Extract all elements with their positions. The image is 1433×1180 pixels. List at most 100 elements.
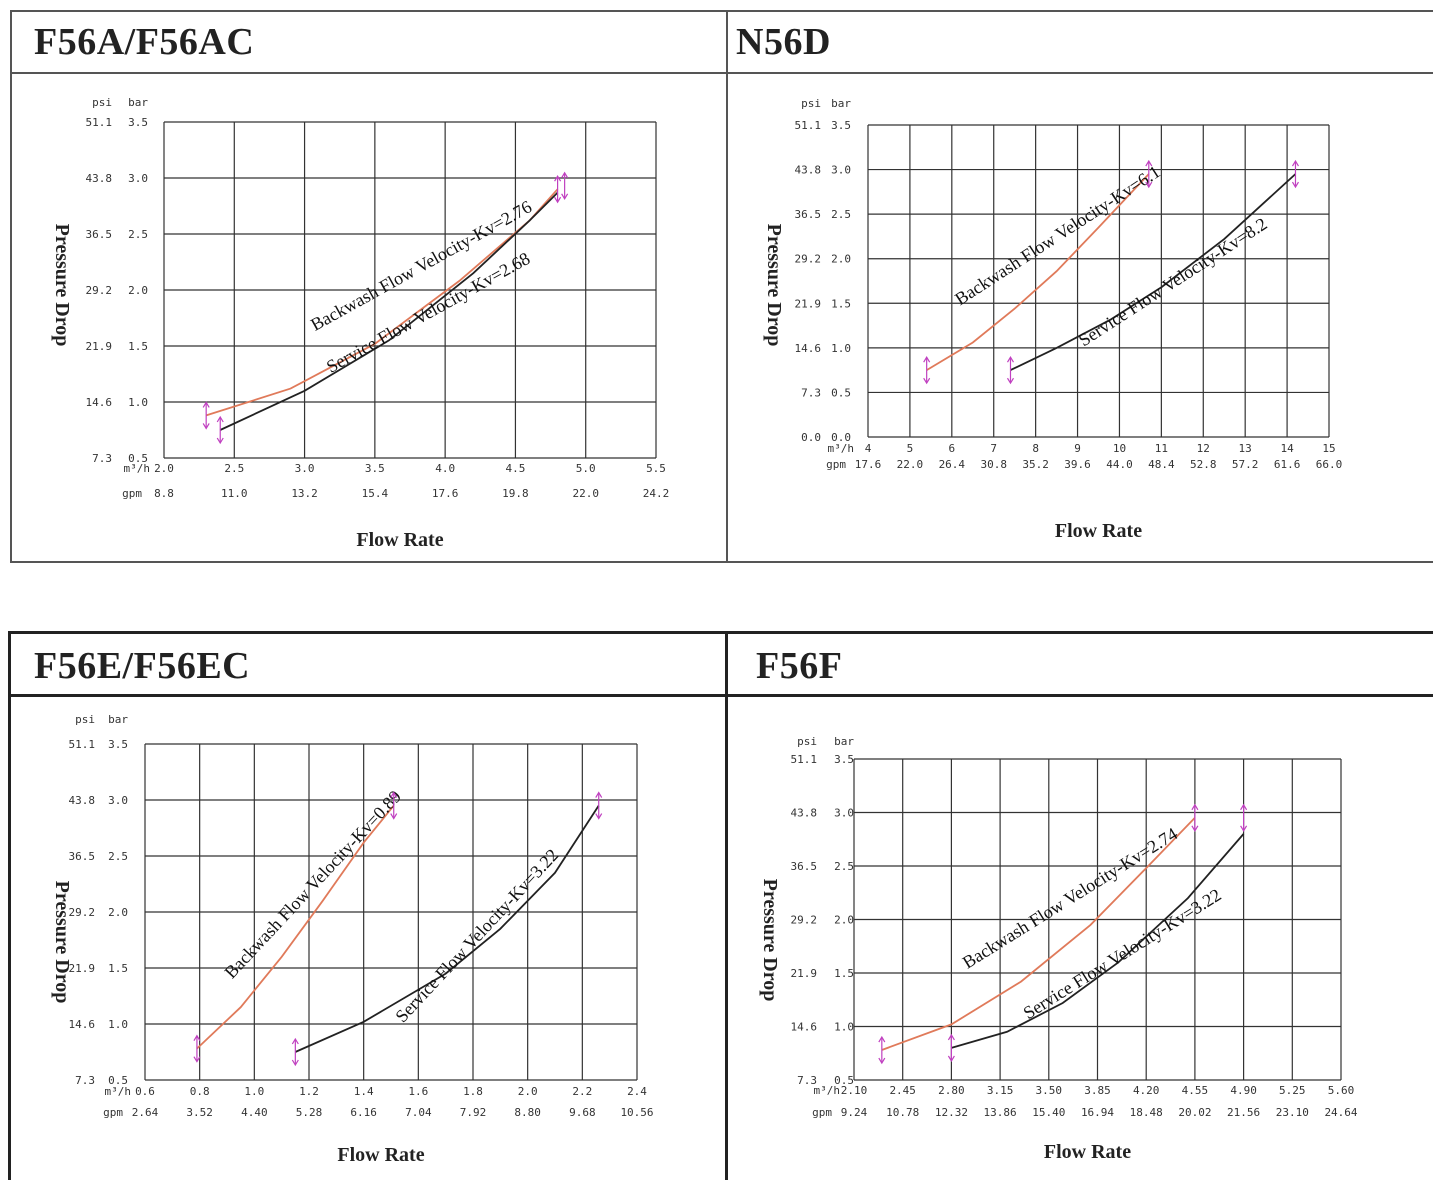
- y-tick-label: 1.0: [108, 1018, 128, 1031]
- x-tick-label: 3.15: [987, 1084, 1014, 1097]
- y-tick-label: 0.0: [831, 431, 851, 444]
- y2-tick-label: 29.2: [86, 284, 113, 297]
- y2-tick-label: 29.2: [69, 906, 96, 919]
- y-tick-label: 1.0: [831, 342, 851, 355]
- y2-tick-label: 36.5: [795, 208, 822, 221]
- y2-tick-label: 7.3: [801, 386, 821, 399]
- x2-tick-label: 15.40: [1032, 1106, 1065, 1119]
- y2-tick-label: 21.9: [791, 967, 818, 980]
- x2-tick-label: 11.0: [221, 487, 248, 500]
- service-series-line: [1010, 173, 1297, 371]
- x-axis-title: Flow Rate: [337, 1144, 424, 1166]
- range-marker-arrow-up: [193, 1034, 201, 1041]
- x-tick-label: 2.80: [938, 1084, 965, 1097]
- x-tick-label: 2.0: [518, 1085, 538, 1098]
- x-axis-title: Flow Rate: [356, 529, 443, 551]
- frame-top-1: [10, 10, 1433, 12]
- range-marker-arrow-up: [1145, 159, 1153, 167]
- x2-tick-label: 10.56: [620, 1106, 653, 1119]
- y-tick-label: 2.5: [108, 850, 128, 863]
- x-tick-label: 5.5: [646, 462, 666, 475]
- y-tick-label: 3.5: [834, 753, 854, 766]
- x-tick-label: 13: [1239, 442, 1252, 455]
- y-tick-label: 0.5: [128, 452, 148, 465]
- y-tick-label: 1.5: [108, 962, 128, 975]
- y2-tick-label: 29.2: [795, 253, 822, 266]
- range-marker-arrow-up: [216, 415, 224, 423]
- y-tick-label: 2.5: [128, 228, 148, 241]
- y-tick-label: 3.0: [834, 807, 854, 820]
- gpm-unit-label: gpm: [826, 458, 846, 471]
- x-tick-label: 2.4: [627, 1085, 647, 1098]
- bar-unit-label: bar: [108, 713, 128, 726]
- x-tick-label: 4.5: [505, 462, 525, 475]
- service-series-label: Service Flow Velocity-Kv=8.2: [1075, 214, 1271, 351]
- y-axis-title: Pressure Drop: [51, 881, 73, 1004]
- y-tick-label: 3.0: [831, 164, 851, 177]
- x-tick-label: 4: [865, 442, 872, 455]
- x-tick-label: 2.5: [224, 462, 244, 475]
- m3h-unit-label: m³/h: [814, 1084, 841, 1097]
- x2-tick-label: 52.8: [1190, 458, 1217, 471]
- range-marker-arrow-up: [595, 791, 603, 798]
- range-marker-arrow-down: [561, 193, 569, 201]
- y-tick-label: 1.0: [834, 1021, 854, 1034]
- x2-tick-label: 24.2: [643, 487, 670, 500]
- psi-unit-label: psi: [801, 97, 821, 110]
- psi-unit-label: psi: [797, 735, 817, 748]
- y2-tick-label: 29.2: [791, 914, 818, 927]
- range-marker-arrow-down: [554, 196, 562, 204]
- panel-title-n56d: N56D: [736, 21, 831, 63]
- range-marker-arrow-up: [291, 1037, 299, 1045]
- service-series-label: Service Flow Velocity-Kv=3.22: [391, 845, 562, 1026]
- x2-tick-label: 20.02: [1178, 1106, 1211, 1119]
- x2-tick-label: 3.52: [186, 1106, 213, 1119]
- x2-tick-label: 21.56: [1227, 1106, 1260, 1119]
- x2-tick-label: 15.4: [362, 487, 389, 500]
- x2-tick-label: 7.04: [405, 1106, 432, 1119]
- x2-tick-label: 24.64: [1324, 1106, 1357, 1119]
- frame-top-2: [8, 631, 1433, 634]
- x-tick-label: 2.45: [889, 1084, 916, 1097]
- range-marker-arrow-down: [1191, 825, 1199, 833]
- x2-tick-label: 26.4: [939, 458, 966, 471]
- x2-tick-label: 8.80: [514, 1106, 541, 1119]
- x2-tick-label: 22.0: [572, 487, 599, 500]
- x-tick-label: 3.85: [1084, 1084, 1111, 1097]
- range-marker-arrow-down: [595, 813, 603, 820]
- x-tick-label: 14: [1280, 442, 1294, 455]
- y-tick-label: 0.5: [108, 1074, 128, 1087]
- x2-tick-label: 48.4: [1148, 458, 1175, 471]
- range-marker-arrow-down: [1240, 825, 1248, 833]
- y-tick-label: 1.5: [834, 967, 854, 980]
- range-marker-arrow-up: [1191, 803, 1199, 811]
- bar-unit-label: bar: [831, 97, 851, 110]
- y2-tick-label: 14.6: [86, 396, 113, 409]
- frame-header-divider-2: [8, 694, 1433, 697]
- range-marker-arrow-down: [193, 1056, 201, 1063]
- x-tick-label: 1.0: [244, 1085, 264, 1098]
- y2-tick-label: 14.6: [69, 1018, 96, 1031]
- x2-tick-label: 61.6: [1274, 458, 1301, 471]
- y-tick-label: 3.5: [108, 738, 128, 751]
- range-marker-arrow-up: [561, 171, 569, 179]
- range-marker-arrow-up: [878, 1035, 886, 1043]
- bar-unit-label: bar: [834, 735, 854, 748]
- x2-tick-label: 5.28: [296, 1106, 323, 1119]
- gpm-unit-label: gpm: [812, 1106, 832, 1119]
- x-tick-label: 9: [1074, 442, 1081, 455]
- x-tick-label: 3.5: [365, 462, 385, 475]
- psi-unit-label: psi: [92, 96, 112, 109]
- x2-tick-label: 35.2: [1022, 458, 1049, 471]
- y-tick-label: 2.0: [831, 253, 851, 266]
- y-tick-label: 3.5: [128, 116, 148, 129]
- y-tick-label: 2.0: [128, 284, 148, 297]
- x2-tick-label: 8.8: [154, 487, 174, 500]
- y2-tick-label: 43.8: [86, 172, 113, 185]
- x-tick-label: 7: [990, 442, 997, 455]
- backwash-series-label: Backwash Flow Velocity-Kv=2.74: [959, 823, 1181, 972]
- range-marker-arrow-up: [1240, 803, 1248, 811]
- x2-tick-label: 2.64: [132, 1106, 159, 1119]
- x2-tick-label: 16.94: [1081, 1106, 1114, 1119]
- backwash-series-label: Backwash Flow Velocity-Kv=6.1: [951, 161, 1163, 309]
